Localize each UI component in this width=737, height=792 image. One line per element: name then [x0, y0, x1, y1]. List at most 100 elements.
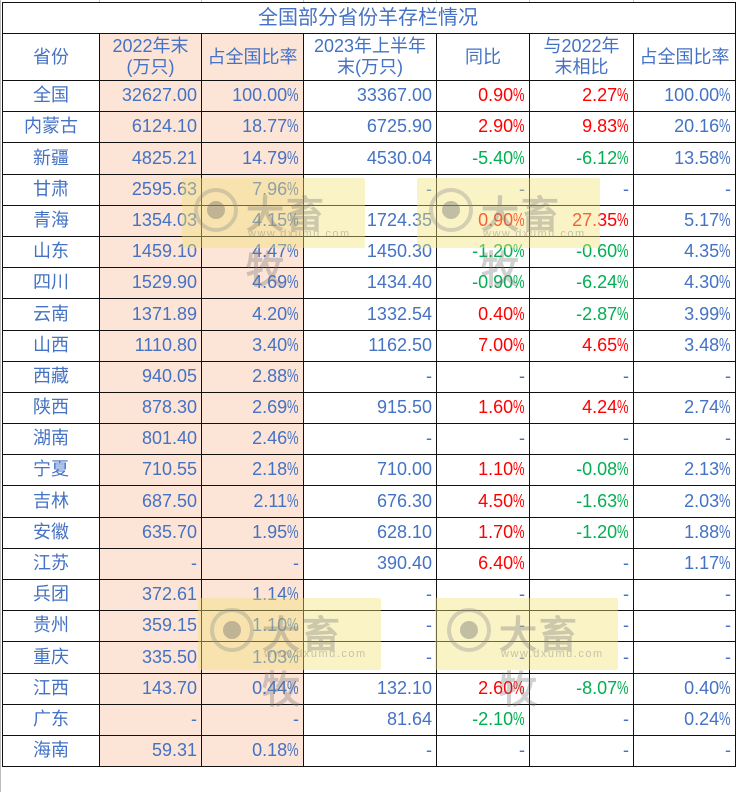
- table-row: 青海 1354.03 4.15% 1724.35 0.90% 27.35% 5.17%: [2, 204, 737, 237]
- cell-share-2023: 4.35%: [632, 235, 737, 269]
- cell-province: 安徽: [2, 516, 100, 549]
- percent-sign: %: [513, 334, 525, 355]
- cell-yoy: 0.40%: [436, 298, 530, 331]
- cell-stock-2022-end: 710.55: [99, 454, 202, 487]
- cell-stock-2023-h1: -: [303, 578, 437, 612]
- cell-yoy: -: [436, 734, 530, 768]
- cell-share-2023: 3.99%: [632, 298, 737, 331]
- cell-stock-2023-h1: -: [303, 173, 437, 206]
- percent-sign: %: [513, 116, 525, 137]
- cell-stock-2023-h1: 1332.54: [303, 298, 437, 331]
- cell-stock-2023-h1: 1434.40: [303, 267, 437, 300]
- percent-sign: %: [719, 490, 731, 511]
- cell-stock-2022-end: 335.50: [99, 641, 202, 674]
- cell-stock-2023-h1: 628.10: [303, 516, 437, 549]
- percent-sign: %: [513, 553, 525, 573]
- cell-vs-2022-end: -2.87%: [529, 298, 634, 331]
- cell-stock-2023-h1: -: [303, 360, 437, 393]
- cell-stock-2022-end: 2595.63: [99, 173, 202, 206]
- cell-share-2023: -: [632, 173, 737, 206]
- table-row: 四川 1529.90 4.69% 1434.40 -0.90% -6.24% 4.30%: [2, 267, 737, 300]
- cell-stock-2023-h1: -: [303, 734, 437, 768]
- percent-sign: %: [287, 490, 299, 511]
- cell-stock-2023-h1: 915.50: [303, 391, 437, 425]
- table-row: 安徽 635.70 1.95% 628.10 1.70% -1.20% 1.88%: [2, 516, 737, 549]
- cell-stock-2022-end: 1529.90: [99, 267, 202, 300]
- cell-yoy: 2.60%: [436, 672, 530, 705]
- cell-stock-2022-end: 801.40: [99, 423, 202, 456]
- cell-share-2023: -: [632, 423, 737, 456]
- cell-province: 青海: [2, 204, 100, 237]
- percent-sign: %: [617, 490, 629, 511]
- cell-province: 广东: [2, 703, 100, 736]
- percent-sign: %: [287, 740, 299, 761]
- table-row: 海南 59.31 0.18% - - - -: [2, 734, 737, 768]
- percent-sign: %: [287, 459, 299, 480]
- cell-stock-2022-end: 6124.10: [99, 111, 202, 144]
- cell-stock-2022-end: 1371.89: [99, 298, 202, 331]
- cell-vs-2022-end: 2.27%: [529, 79, 634, 113]
- cell-province: 内蒙古: [2, 111, 100, 144]
- cell-stock-2022-end: 143.70: [99, 672, 202, 705]
- table-row: 西藏 940.05 2.88% - - - -: [2, 360, 737, 393]
- header-stock-2022-end: 2022年末 (万只): [99, 33, 202, 81]
- percent-sign: %: [719, 553, 731, 573]
- percent-sign: %: [617, 272, 629, 293]
- cell-stock-2022-end: 372.61: [99, 578, 202, 612]
- header-yoy: 同比: [436, 33, 530, 81]
- table-row: 宁夏 710.55 2.18% 710.00 1.10% -0.08% 2.13%: [2, 454, 737, 487]
- cell-share-2023: 1.88%: [632, 516, 737, 549]
- percent-sign: %: [617, 303, 629, 324]
- title-row: 全国部分省份羊存栏情况: [1, 2, 737, 34]
- cell-vs-2022-end: -6.12%: [529, 142, 634, 175]
- percent-sign: %: [513, 521, 525, 542]
- percent-sign: %: [617, 85, 629, 106]
- table-row: 内蒙古 6124.10 18.77% 6725.90 2.90% 9.83% 20.16%: [2, 111, 737, 144]
- cell-share-2023: -: [632, 641, 737, 674]
- cell-vs-2022-end: 4.24%: [529, 391, 634, 425]
- percent-sign: %: [719, 147, 731, 168]
- cell-share-2022: -: [201, 703, 304, 736]
- percent-sign: %: [513, 209, 525, 230]
- cell-province: 宁夏: [2, 454, 100, 487]
- sheet-gridline-top: [99, 0, 100, 3]
- cell-vs-2022-end: -1.63%: [529, 485, 634, 518]
- cell-stock-2023-h1: 132.10: [303, 672, 437, 705]
- header-row: 省份 2022年末 (万只) 占全国比率 2023年上半年 末(万只) 同比 与…: [2, 33, 737, 81]
- cell-stock-2023-h1: 4530.04: [303, 142, 437, 175]
- cell-province: 重庆: [2, 641, 100, 674]
- percent-sign: %: [287, 116, 299, 137]
- cell-share-2022: 2.18%: [201, 454, 304, 487]
- cell-stock-2022-end: 1110.80: [99, 329, 202, 362]
- percent-sign: %: [287, 615, 299, 636]
- cell-yoy: -: [436, 173, 530, 206]
- cell-stock-2022-end: 32627.00: [99, 79, 202, 113]
- cell-stock-2022-end: 59.31: [99, 734, 202, 768]
- cell-vs-2022-end: -8.07%: [529, 672, 634, 705]
- cell-stock-2023-h1: 1450.30: [303, 235, 437, 269]
- percent-sign: %: [719, 459, 731, 480]
- percent-sign: %: [287, 521, 299, 542]
- percent-sign: %: [719, 708, 731, 729]
- cell-province: 新疆: [2, 142, 100, 175]
- percent-sign: %: [719, 303, 731, 324]
- sheet-gridline-left: [0, 0, 1, 792]
- cell-province: 山东: [2, 235, 100, 269]
- cell-vs-2022-end: -: [529, 360, 634, 393]
- percent-sign: %: [719, 397, 731, 418]
- cell-yoy: -: [436, 578, 530, 612]
- cell-province: 江苏: [2, 547, 100, 581]
- cell-yoy: 1.60%: [436, 391, 530, 425]
- cell-share-2022: 2.69%: [201, 391, 304, 425]
- percent-sign: %: [617, 334, 629, 355]
- header-share-2022: 占全国比率: [201, 33, 304, 81]
- cell-share-2023: 3.48%: [632, 329, 737, 362]
- sheet-gridline-top: [201, 0, 202, 3]
- cell-stock-2022-end: 1459.10: [99, 235, 202, 269]
- cell-yoy: 4.50%: [436, 485, 530, 518]
- percent-sign: %: [287, 334, 299, 355]
- percent-sign: %: [513, 241, 525, 262]
- cell-stock-2022-end: 1354.03: [99, 204, 202, 237]
- cell-stock-2023-h1: 1724.35: [303, 204, 437, 237]
- percent-sign: %: [719, 85, 731, 106]
